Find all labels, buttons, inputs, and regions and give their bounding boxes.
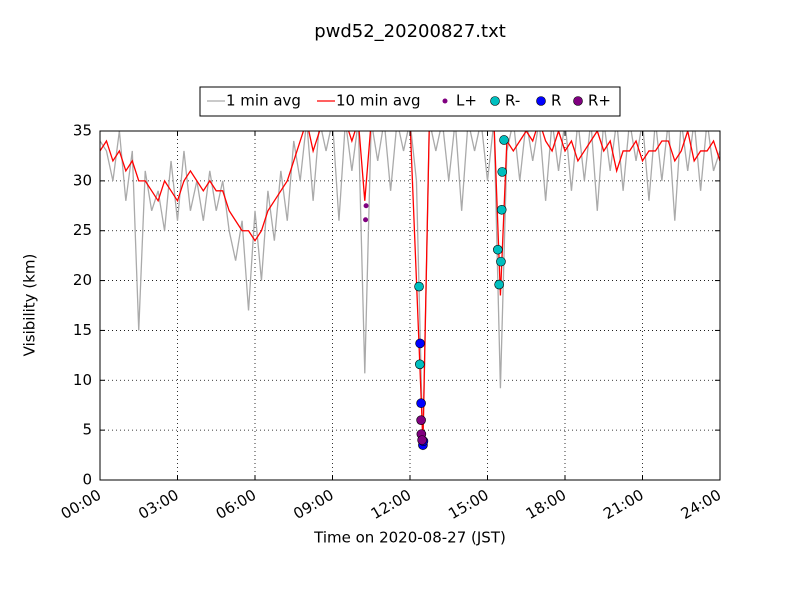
- data-point: [415, 359, 425, 370]
- x-tick-label: 15:00: [445, 486, 491, 523]
- y-axis-label: Visibility (km): [21, 254, 39, 357]
- data-point: [415, 338, 425, 349]
- data-line: [100, 131, 720, 451]
- legend-label: L+: [456, 92, 477, 110]
- data-line: [100, 131, 720, 443]
- x-tick-label: 00:00: [58, 486, 104, 523]
- data-point: [417, 435, 427, 445]
- x-tick-label: 12:00: [368, 486, 414, 523]
- x-tick-label: 18:00: [523, 486, 569, 523]
- data-point: [416, 398, 426, 409]
- legend-swatch: [573, 96, 583, 106]
- legend-swatch: [536, 96, 546, 106]
- x-tick-label: 06:00: [213, 486, 259, 523]
- data-point: [416, 415, 426, 425]
- y-tick-label: 25: [73, 221, 92, 239]
- data-point: [497, 167, 508, 177]
- data-point: [363, 203, 369, 209]
- chart-title: pwd52_20200827.txt: [314, 21, 506, 42]
- legend-label: R: [551, 92, 561, 110]
- x-tick-label: 21:00: [600, 486, 646, 523]
- legend-swatch: [490, 96, 500, 106]
- y-tick-label: 0: [82, 471, 92, 489]
- data-point: [499, 135, 509, 145]
- legend-swatch: [442, 98, 448, 104]
- legend-label: R-: [505, 92, 520, 110]
- x-tick-label: 09:00: [290, 486, 336, 523]
- data-point: [363, 217, 369, 223]
- x-tick-label: 24:00: [678, 486, 724, 523]
- data-point: [496, 204, 507, 215]
- x-axis-label: Time on 2020-08-27 (JST): [313, 529, 506, 547]
- data-point: [414, 281, 424, 292]
- y-tick-label: 35: [73, 122, 92, 140]
- data-point: [494, 279, 504, 290]
- y-tick-label: 30: [73, 171, 92, 189]
- y-tick-label: 15: [73, 321, 92, 339]
- y-tick-label: 20: [73, 271, 92, 289]
- y-tick-label: 10: [73, 371, 92, 389]
- data-point: [493, 244, 503, 255]
- legend-label: 1 min avg: [226, 92, 301, 110]
- legend: [199, 86, 621, 117]
- legend-label: R+: [588, 92, 611, 110]
- x-tick-label: 03:00: [135, 486, 181, 523]
- y-tick-label: 5: [82, 421, 92, 439]
- legend-label: 10 min avg: [336, 92, 421, 110]
- data-point: [496, 256, 506, 267]
